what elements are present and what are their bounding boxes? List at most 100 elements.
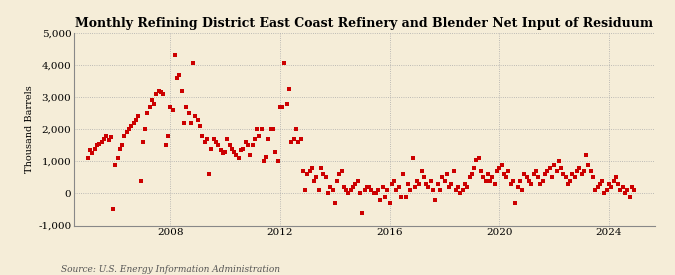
Point bbox=[464, 175, 475, 180]
Point bbox=[501, 175, 512, 180]
Point bbox=[254, 133, 265, 138]
Point bbox=[87, 151, 98, 156]
Point bbox=[323, 191, 333, 196]
Point bbox=[354, 191, 365, 196]
Point bbox=[396, 194, 406, 199]
Point bbox=[414, 182, 425, 186]
Point bbox=[448, 169, 459, 173]
Point bbox=[476, 169, 487, 173]
Point bbox=[213, 143, 223, 147]
Point bbox=[410, 185, 421, 189]
Point bbox=[466, 172, 477, 176]
Point bbox=[308, 178, 319, 183]
Point bbox=[300, 188, 310, 192]
Point bbox=[382, 188, 393, 192]
Point bbox=[435, 188, 446, 192]
Point bbox=[181, 104, 192, 109]
Point bbox=[99, 137, 109, 141]
Point bbox=[379, 194, 390, 199]
Title: Monthly Refining District East Coast Refinery and Blender Net Input of Residuum: Monthly Refining District East Coast Ref… bbox=[76, 17, 653, 31]
Point bbox=[167, 108, 178, 112]
Point bbox=[153, 89, 164, 93]
Point bbox=[82, 156, 93, 160]
Point bbox=[364, 185, 375, 189]
Point bbox=[103, 138, 114, 143]
Point bbox=[453, 185, 464, 189]
Point bbox=[514, 178, 525, 183]
Point bbox=[428, 188, 439, 192]
Point bbox=[117, 143, 128, 147]
Point bbox=[97, 140, 107, 144]
Point bbox=[624, 194, 635, 199]
Point bbox=[432, 182, 443, 186]
Point bbox=[304, 169, 315, 173]
Point bbox=[133, 114, 144, 119]
Point bbox=[366, 188, 377, 192]
Point bbox=[620, 191, 630, 196]
Point bbox=[194, 124, 205, 128]
Point bbox=[174, 73, 185, 77]
Point bbox=[460, 182, 470, 186]
Point bbox=[256, 127, 267, 131]
Point bbox=[599, 191, 610, 196]
Point bbox=[375, 198, 386, 202]
Point bbox=[496, 162, 507, 167]
Point bbox=[346, 188, 356, 192]
Point bbox=[585, 169, 596, 173]
Point bbox=[316, 166, 327, 170]
Point bbox=[156, 90, 167, 95]
Point bbox=[626, 185, 637, 189]
Point bbox=[350, 182, 360, 186]
Point bbox=[204, 172, 215, 176]
Point bbox=[560, 175, 571, 180]
Point bbox=[622, 188, 632, 192]
Point bbox=[629, 188, 640, 192]
Point bbox=[489, 182, 500, 186]
Point bbox=[227, 146, 238, 151]
Point bbox=[135, 178, 146, 183]
Point bbox=[234, 156, 244, 160]
Point bbox=[368, 191, 379, 196]
Point bbox=[311, 175, 322, 180]
Point bbox=[547, 175, 558, 180]
Point bbox=[325, 185, 335, 189]
Point bbox=[302, 172, 313, 176]
Point bbox=[186, 121, 196, 125]
Point bbox=[471, 158, 482, 162]
Point bbox=[455, 191, 466, 196]
Point bbox=[517, 188, 528, 192]
Point bbox=[329, 201, 340, 205]
Point bbox=[384, 201, 395, 205]
Point bbox=[318, 172, 329, 176]
Point bbox=[601, 188, 612, 192]
Point bbox=[398, 172, 409, 176]
Point bbox=[259, 159, 269, 164]
Point bbox=[441, 172, 452, 176]
Point bbox=[293, 140, 304, 144]
Point bbox=[313, 188, 324, 192]
Point bbox=[613, 182, 624, 186]
Point bbox=[217, 151, 228, 156]
Point bbox=[279, 61, 290, 66]
Point bbox=[371, 191, 381, 196]
Point bbox=[439, 178, 450, 183]
Point bbox=[506, 182, 516, 186]
Point bbox=[206, 146, 217, 151]
Point bbox=[446, 182, 457, 186]
Point bbox=[144, 104, 155, 109]
Point bbox=[480, 178, 491, 183]
Point bbox=[618, 185, 628, 189]
Point bbox=[359, 188, 370, 192]
Point bbox=[146, 98, 157, 103]
Point bbox=[94, 141, 105, 146]
Point bbox=[126, 124, 137, 128]
Point bbox=[85, 148, 96, 152]
Point bbox=[334, 172, 345, 176]
Point bbox=[352, 178, 363, 183]
Point bbox=[188, 61, 198, 66]
Point bbox=[526, 182, 537, 186]
Point bbox=[110, 162, 121, 167]
Point bbox=[389, 178, 400, 183]
Point bbox=[128, 121, 139, 125]
Point bbox=[211, 140, 221, 144]
